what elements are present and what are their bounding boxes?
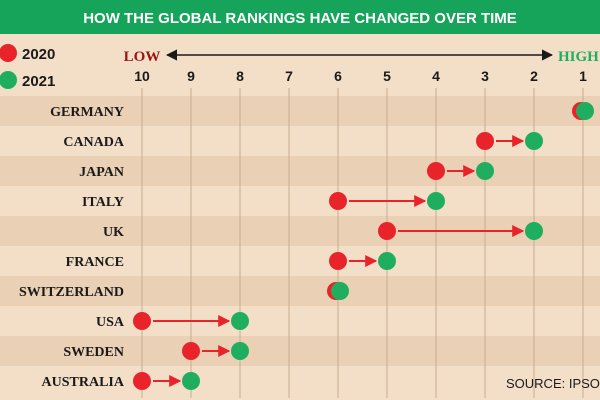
legend-label-2020: 2020: [22, 46, 55, 63]
point-2021: [331, 282, 349, 300]
point-2021: [231, 342, 249, 360]
point-2021: [182, 372, 200, 390]
point-2020: [133, 372, 151, 390]
axis-high-label: HIGH: [558, 49, 599, 65]
tick-label: 8: [236, 68, 244, 84]
row-label: JAPAN: [79, 165, 124, 180]
legend-marker-2020: [0, 44, 17, 62]
row-label: ITALY: [82, 195, 124, 210]
row-label: FRANCE: [66, 255, 124, 270]
row-label: CANADA: [63, 135, 125, 150]
tick-label: 4: [432, 68, 440, 84]
legend-marker-2021: [0, 71, 17, 89]
point-2021: [576, 102, 594, 120]
row-stripe: [0, 276, 600, 306]
legend: 2020 2021: [0, 44, 55, 90]
point-2020: [427, 162, 445, 180]
tick-label: 5: [383, 68, 391, 84]
point-2021: [525, 132, 543, 150]
point-2021: [231, 312, 249, 330]
row-stripe: [0, 156, 600, 186]
tick-label: 3: [481, 68, 489, 84]
tick-label: 10: [134, 68, 150, 84]
point-2020: [476, 132, 494, 150]
row-label: SWEDEN: [63, 345, 124, 360]
axis-low-label: LOW: [124, 49, 161, 65]
point-2020: [329, 192, 347, 210]
legend-label-2021: 2021: [22, 73, 55, 90]
point-2020: [378, 222, 396, 240]
source-note: SOURCE: IPSOS: [506, 376, 600, 391]
chart-title: HOW THE GLOBAL RANKINGS HAVE CHANGED OVE…: [83, 10, 517, 27]
tick-label: 7: [285, 68, 293, 84]
row-stripe: [0, 96, 600, 126]
row-stripe: [0, 336, 600, 366]
point-2021: [476, 162, 494, 180]
point-2020: [133, 312, 151, 330]
tick-label: 9: [187, 68, 195, 84]
title-banner: [0, 0, 600, 34]
point-2020: [182, 342, 200, 360]
point-2021: [378, 252, 396, 270]
row-label: GERMANY: [50, 105, 124, 120]
row-label: SWITZERLAND: [19, 285, 124, 300]
row-label: UK: [103, 225, 124, 240]
tick-label: 6: [334, 68, 342, 84]
point-2020: [329, 252, 347, 270]
point-2021: [525, 222, 543, 240]
row-label: AUSTRALIA: [42, 375, 125, 390]
point-2021: [427, 192, 445, 210]
row-label: USA: [96, 315, 125, 330]
tick-label: 1: [579, 68, 587, 84]
tick-label: 2: [530, 68, 538, 84]
